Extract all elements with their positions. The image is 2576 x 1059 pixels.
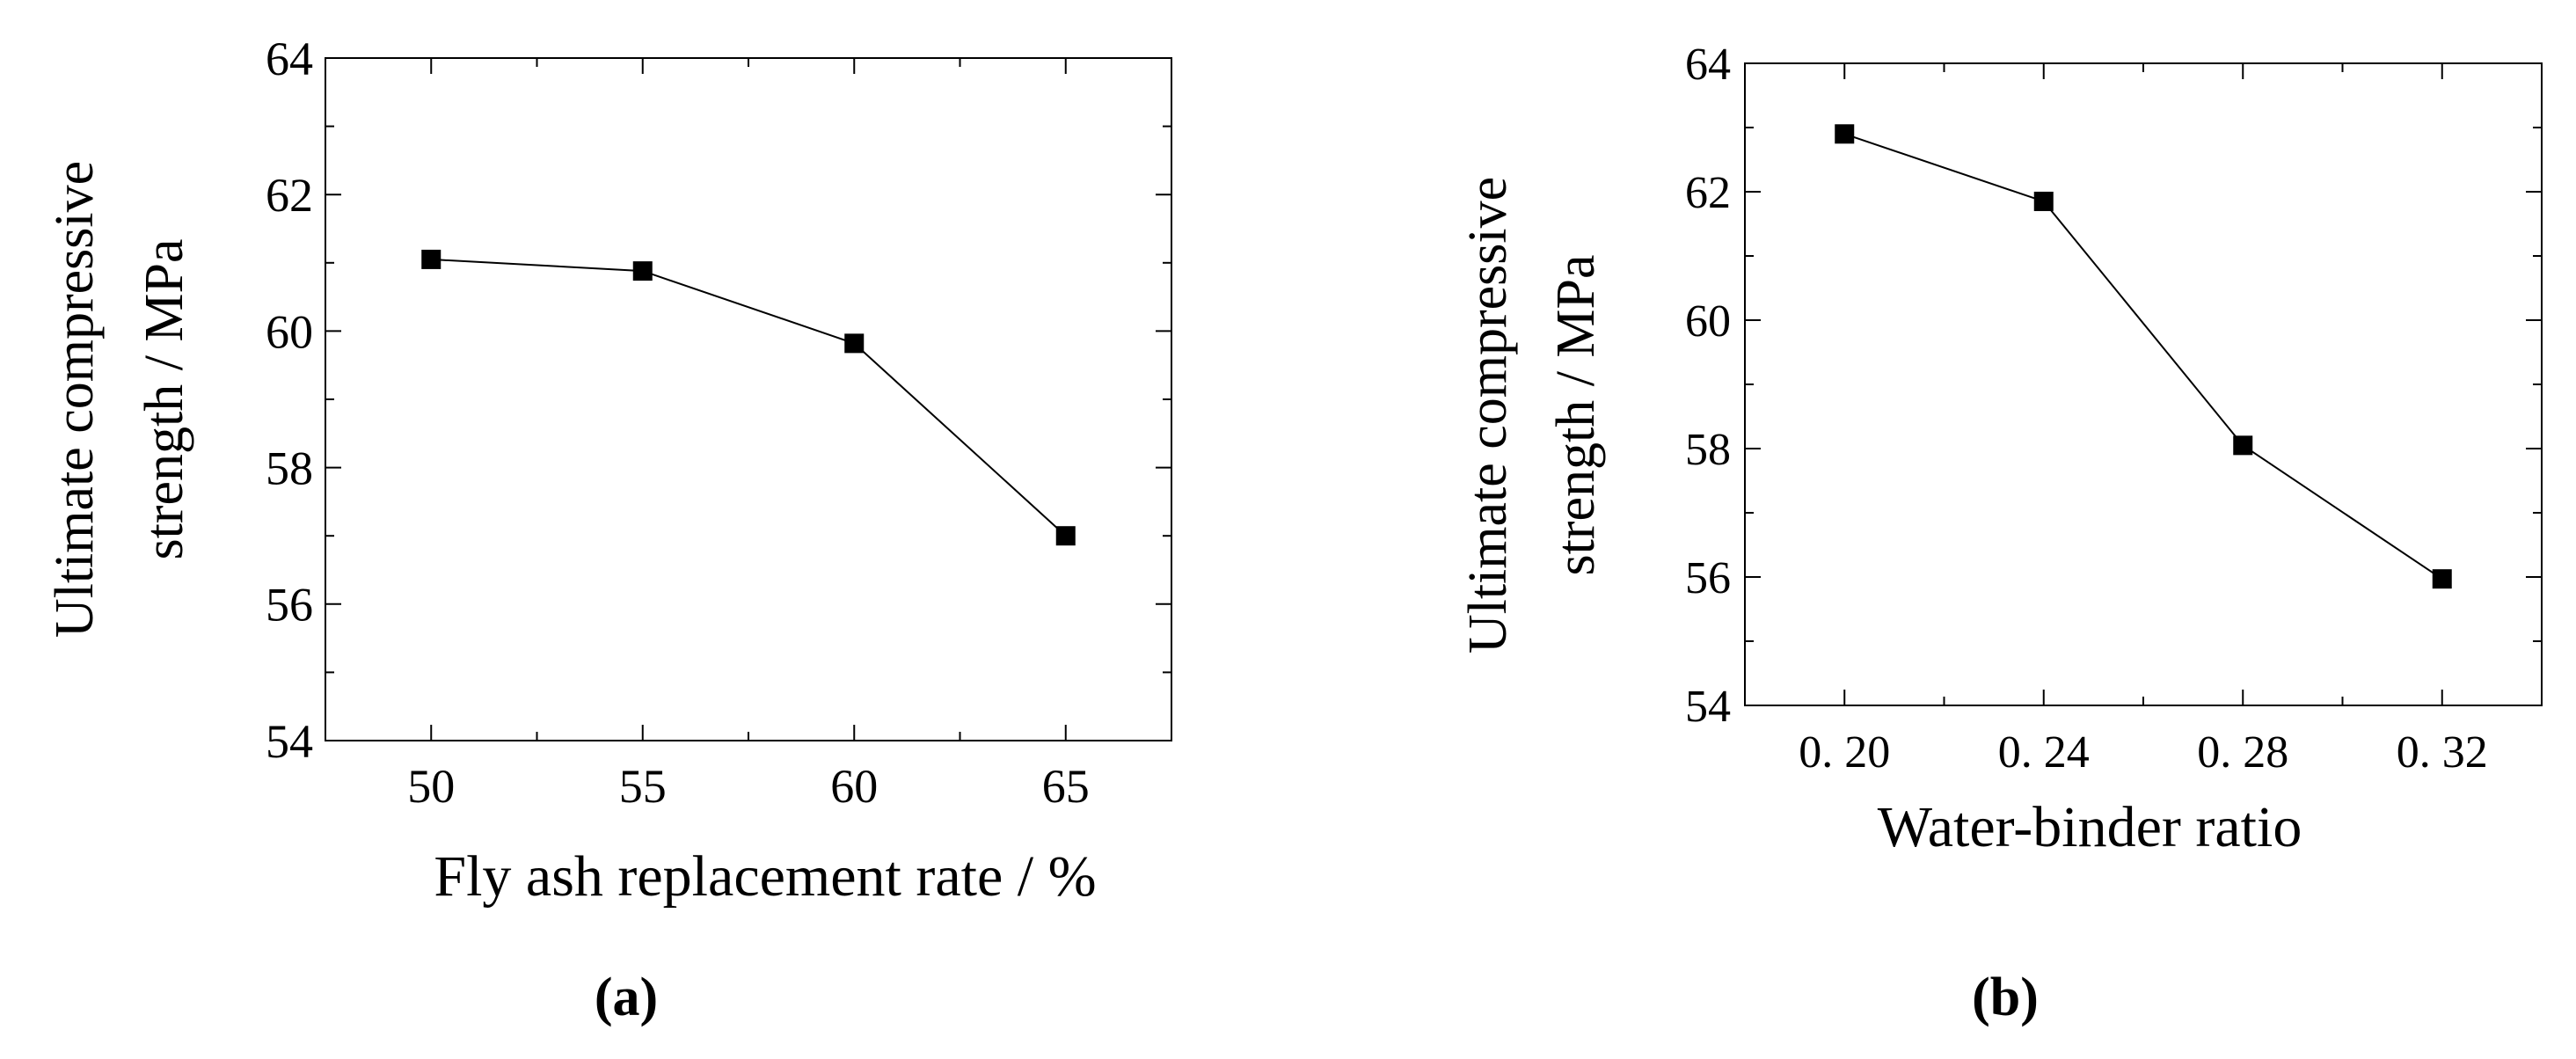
data-point-marker [632, 261, 653, 281]
plot-frame-b [1744, 62, 2543, 706]
y-tick-label: 62 [266, 169, 313, 222]
y-tick-label: 64 [266, 33, 313, 85]
plot-frame-a [325, 57, 1172, 741]
x-tick-label: 55 [619, 760, 667, 813]
data-point-marker [1055, 526, 1076, 546]
y-tick-label: 62 [1685, 168, 1731, 218]
y-axis-title-line1-a: Ultimate compressive [45, 161, 105, 638]
x-tick-label: 0. 20 [1799, 727, 1890, 778]
x-axis-title-b: Water-binder ratio [1878, 795, 2302, 859]
x-tick-label: 65 [1042, 760, 1090, 813]
y-tick-label: 58 [1685, 425, 1731, 475]
y-tick-label: 60 [1685, 296, 1731, 347]
data-point-marker [844, 333, 865, 354]
y-ticks-b: 54 56 58 60 62 64 [1685, 40, 2542, 732]
y-tick-label: 54 [266, 715, 313, 768]
data-point-marker [2033, 191, 2054, 211]
y-ticks-a: 54 56 58 60 62 64 [266, 33, 1171, 768]
y-tick-label: 56 [266, 579, 313, 632]
y-tick-label: 56 [1685, 553, 1731, 603]
x-tick-label: 60 [830, 760, 878, 813]
panel-label-a: (a) [595, 968, 658, 1027]
y-tick-label: 60 [266, 305, 313, 358]
panel-label-b: (b) [1972, 968, 2039, 1027]
chart-panel-b: Ultimate compressive strength / MPa Wate… [1458, 40, 2543, 1027]
x-ticks-a: 50 55 60 65 [407, 58, 1090, 813]
series-a [421, 249, 1076, 546]
series-b [1835, 124, 2452, 589]
data-point-marker [1835, 124, 1855, 144]
x-axis-title-a: Fly ash replacement rate / % [434, 844, 1096, 909]
x-tick-label: 0. 28 [2197, 727, 2288, 778]
y-tick-label: 58 [266, 442, 313, 495]
data-point-marker [421, 249, 441, 269]
y-axis-title-line2-b: strength / MPa [1546, 254, 1606, 575]
series-line [431, 258, 1067, 537]
x-ticks-b: 0. 20 0. 24 0. 28 0. 32 [1799, 63, 2488, 778]
data-point-marker [2233, 435, 2253, 456]
y-tick-label: 54 [1685, 682, 1731, 732]
x-tick-label: 0. 32 [2397, 727, 2488, 778]
data-point-marker [2432, 569, 2452, 589]
y-tick-label: 64 [1685, 40, 1731, 90]
y-axis-title-line1-b: Ultimate compressive [1458, 177, 1518, 654]
x-tick-label: 0. 24 [1998, 727, 2090, 778]
chart-panel-a: Ultimate compressive strength / MPa Fly … [45, 33, 1172, 1027]
x-tick-label: 50 [407, 760, 455, 813]
y-axis-title-line2-a: strength / MPa [135, 238, 194, 559]
series-line [1843, 133, 2443, 581]
